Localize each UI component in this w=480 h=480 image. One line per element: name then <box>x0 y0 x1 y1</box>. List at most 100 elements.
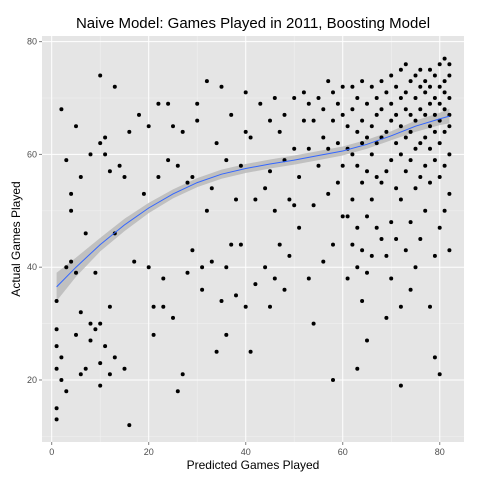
data-point <box>447 152 452 157</box>
data-point <box>64 158 69 163</box>
data-point <box>408 158 413 163</box>
data-point <box>185 270 190 275</box>
data-point <box>161 276 166 281</box>
data-point <box>166 101 171 106</box>
data-point <box>204 79 209 84</box>
chart-title: Naive Model: Games Played in 2011, Boost… <box>76 15 430 32</box>
data-point <box>107 169 112 174</box>
data-point <box>316 163 321 168</box>
data-point <box>365 101 369 106</box>
data-point <box>408 129 413 134</box>
data-point <box>98 73 103 78</box>
data-point <box>64 389 69 394</box>
data-point <box>156 175 161 179</box>
data-point <box>93 270 98 275</box>
data-point <box>321 259 326 264</box>
data-point <box>437 62 442 67</box>
data-point <box>103 135 108 140</box>
data-point <box>127 423 132 428</box>
data-point <box>146 265 151 270</box>
data-point <box>398 304 403 309</box>
data-point <box>365 135 369 140</box>
data-point <box>54 366 59 371</box>
data-point <box>277 242 282 247</box>
data-point <box>272 208 277 213</box>
y-tick-label: 40 <box>27 262 37 272</box>
data-point <box>326 79 331 84</box>
data-point <box>151 332 156 337</box>
data-point <box>74 124 78 129</box>
data-point <box>243 304 248 309</box>
data-point <box>103 152 108 157</box>
data-point <box>243 90 248 95</box>
data-point <box>437 372 442 377</box>
data-point <box>335 141 340 146</box>
data-point <box>384 169 389 174</box>
data-point <box>418 107 423 112</box>
data-point <box>253 282 258 287</box>
data-point <box>107 372 112 377</box>
y-axis-ticks: 20 40 60 80 <box>27 37 42 385</box>
data-point <box>54 406 59 411</box>
data-point <box>442 129 447 134</box>
data-point <box>360 299 365 303</box>
data-point <box>103 344 108 349</box>
x-tick-label: 60 <box>338 447 348 457</box>
data-point <box>374 175 379 179</box>
data-point <box>437 141 442 146</box>
data-point <box>171 124 175 129</box>
data-point <box>180 372 185 377</box>
data-point <box>418 84 423 89</box>
data-point <box>413 146 418 151</box>
data-point <box>272 276 277 281</box>
data-point <box>253 197 258 202</box>
data-point <box>195 118 200 123</box>
data-point <box>442 107 447 112</box>
data-point <box>321 135 326 140</box>
data-point <box>190 175 195 179</box>
data-point <box>437 84 442 89</box>
data-point <box>379 107 384 112</box>
data-point <box>54 327 59 332</box>
data-point <box>166 158 171 163</box>
data-point <box>335 180 340 185</box>
data-point <box>331 242 335 247</box>
data-point <box>185 180 190 185</box>
data-point <box>389 158 394 163</box>
data-point <box>355 225 360 230</box>
data-point <box>88 321 93 326</box>
data-point <box>258 101 263 106</box>
data-point <box>447 96 452 100</box>
data-point <box>360 79 365 84</box>
data-point <box>248 349 253 354</box>
data-point <box>340 84 345 89</box>
data-point <box>394 186 399 191</box>
data-point <box>268 304 272 309</box>
data-point <box>413 265 418 270</box>
data-point <box>398 152 403 157</box>
data-point <box>360 180 365 185</box>
data-point <box>117 163 122 168</box>
data-point <box>229 112 234 117</box>
data-point <box>365 270 369 275</box>
data-point <box>418 141 423 146</box>
data-point <box>248 135 253 140</box>
data-point <box>272 96 277 100</box>
data-point <box>432 112 437 117</box>
data-point <box>69 208 74 213</box>
data-point <box>214 349 219 354</box>
data-point <box>447 62 452 67</box>
data-point <box>311 118 316 123</box>
x-axis-ticks: 0 20 40 60 80 <box>49 442 445 457</box>
data-point <box>277 129 282 134</box>
data-point <box>141 191 146 196</box>
data-point <box>146 124 151 129</box>
data-point <box>432 158 437 163</box>
data-point <box>355 366 360 371</box>
data-point <box>447 248 452 253</box>
data-point <box>350 242 355 247</box>
data-point <box>369 124 374 129</box>
data-point <box>379 180 384 185</box>
data-point <box>190 248 195 253</box>
